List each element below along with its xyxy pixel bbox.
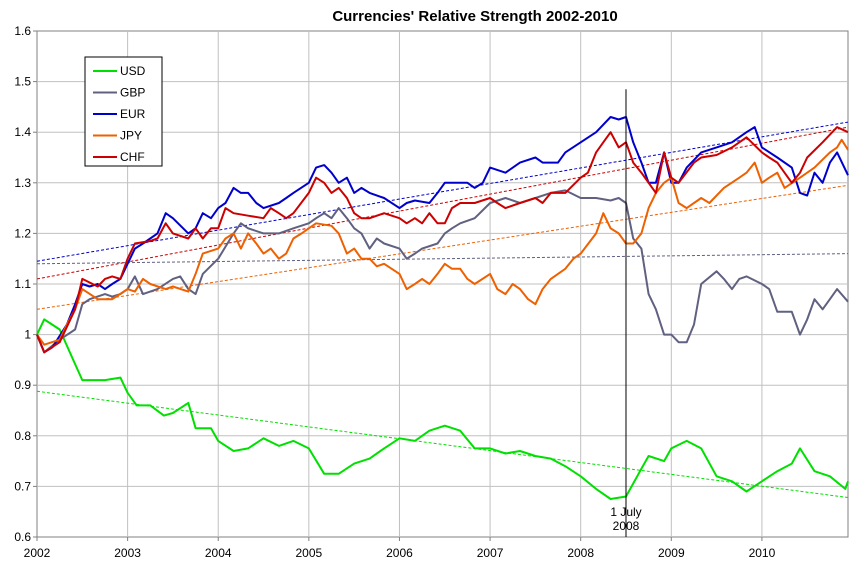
trendlines (36, 121, 849, 499)
annotation-label: 1 July (610, 505, 641, 519)
x-tick-label: 2007 (477, 546, 504, 560)
y-tick-label: 1 (24, 328, 31, 342)
legend: USD GBP EUR JPY CHF (84, 56, 163, 167)
y-tick-label: 1.3 (14, 176, 31, 190)
trendline-gbp (36, 253, 849, 265)
x-tick-label: 2010 (749, 546, 776, 560)
legend-box (84, 56, 163, 167)
x-tick-label: 2009 (658, 546, 685, 560)
x-tick-label: 2008 (567, 546, 594, 560)
trendline-chf (36, 126, 849, 280)
series-lines (36, 116, 849, 500)
y-tick-label: 0.9 (14, 378, 31, 392)
series-line-jpy (36, 138, 849, 346)
x-tick-label: 2005 (295, 546, 322, 560)
y-tick-label: 0.8 (14, 429, 31, 443)
y-tick-label: 1.1 (14, 277, 31, 291)
legend-label-gbp: GBP (120, 86, 145, 100)
y-tick-label: 0.6 (14, 530, 31, 544)
legend-label-jpy: JPY (120, 129, 142, 143)
series-line-chf (36, 126, 849, 354)
legend-label-usd: USD (120, 64, 146, 78)
legend-label-chf: CHF (120, 150, 145, 164)
x-tick-label: 2004 (205, 546, 232, 560)
x-tick-label: 2003 (114, 546, 141, 560)
x-axis-ticks: 2002 2003 2004 2005 2006 2007 2008 2009 2010 (24, 537, 776, 560)
trendline-usd (36, 390, 849, 499)
chart-title: Currencies' Relative Strength 2002-2010 (332, 8, 617, 25)
y-axis-ticks: 0.6 0.7 0.8 0.9 1 1.1 1.2 1.3 1.4 1.5 1.6 (14, 24, 37, 544)
y-tick-label: 1.2 (14, 226, 31, 240)
x-tick-label: 2006 (386, 546, 413, 560)
series-line-gbp (36, 189, 849, 354)
annotation-label: 2008 (613, 519, 640, 533)
y-tick-label: 1.5 (14, 75, 31, 89)
legend-label-eur: EUR (120, 107, 146, 121)
y-tick-label: 1.4 (14, 125, 31, 139)
y-tick-label: 1.6 (14, 24, 31, 38)
x-tick-label: 2002 (24, 546, 51, 560)
trendline-eur (36, 121, 849, 262)
trendline-jpy (36, 184, 849, 310)
series-line-eur (36, 116, 849, 354)
series-line-usd (36, 318, 849, 500)
y-tick-label: 0.7 (14, 479, 31, 493)
